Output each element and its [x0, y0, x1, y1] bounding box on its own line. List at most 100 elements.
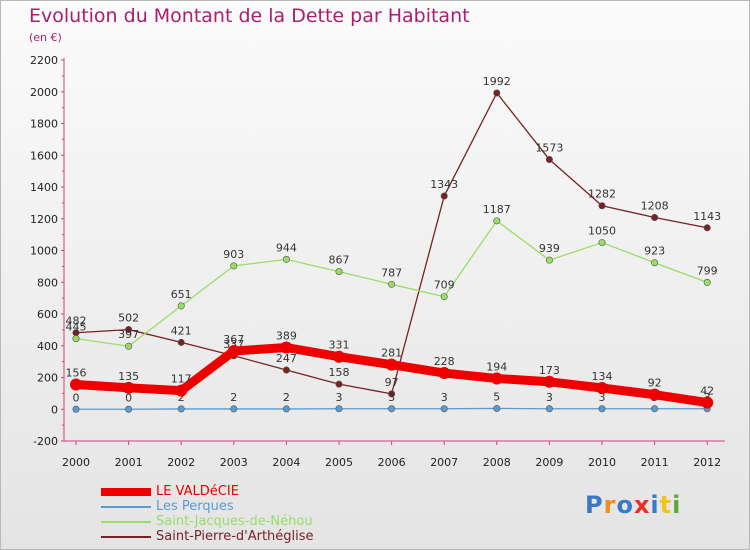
data-point	[493, 89, 501, 97]
logo-letter: r	[603, 491, 617, 519]
data-label: 1282	[588, 188, 616, 201]
data-point	[125, 342, 133, 350]
data-point	[122, 381, 135, 394]
x-tick-label: 2012	[693, 456, 721, 469]
data-label: 1992	[483, 75, 511, 88]
data-label: 1208	[641, 199, 669, 212]
logo-letter: i	[650, 491, 660, 519]
data-label: 117	[171, 373, 192, 386]
y-tick-label: 0	[51, 403, 58, 416]
y-tick-label: 1200	[30, 213, 58, 226]
data-point	[280, 341, 293, 354]
x-tick-label: 2002	[167, 456, 195, 469]
data-point	[440, 293, 448, 301]
legend-swatch	[101, 521, 151, 523]
data-point	[177, 338, 185, 346]
y-tick-label: 1000	[30, 245, 58, 258]
data-label: 2	[283, 391, 290, 404]
x-tick-label: 2009	[535, 456, 563, 469]
y-tick-label: 2000	[30, 86, 58, 99]
data-point	[703, 224, 711, 232]
data-point	[701, 396, 714, 409]
y-tick-label: 600	[37, 308, 58, 321]
data-label: 3	[546, 391, 553, 404]
data-point	[227, 344, 240, 357]
data-point	[651, 405, 659, 413]
data-point	[440, 405, 448, 413]
y-tick-label: 2200	[30, 54, 58, 67]
legend-label: Saint-Pierre-d'Arthéglise	[156, 529, 314, 544]
data-label: 923	[644, 245, 665, 258]
x-tick-label: 2001	[115, 456, 143, 469]
data-label: 445	[66, 321, 87, 334]
data-label: 367	[223, 333, 244, 346]
data-point	[598, 405, 606, 413]
data-label: 903	[223, 248, 244, 261]
data-point	[388, 405, 396, 413]
logo-letter: t	[659, 491, 673, 519]
data-label: 97	[385, 376, 399, 389]
data-point	[651, 213, 659, 221]
data-label: 1187	[483, 203, 511, 216]
x-tick-label: 2000	[62, 456, 90, 469]
data-point	[70, 378, 82, 391]
y-tick-label: 400	[37, 340, 58, 353]
data-point	[598, 202, 606, 210]
logo-letter: x	[633, 491, 651, 519]
data-point	[493, 404, 501, 412]
x-tick-label: 2004	[272, 456, 300, 469]
data-label: 0	[125, 391, 132, 404]
data-point	[651, 259, 659, 267]
y-tick-label: 1600	[30, 149, 58, 162]
x-tick-label: 2006	[378, 456, 406, 469]
x-tick-label: 2008	[483, 456, 511, 469]
data-label: 799	[697, 264, 718, 277]
data-label: 134	[592, 370, 613, 383]
proxiti-logo[interactable]: Proxiti	[585, 491, 681, 519]
logo-letter: P	[585, 491, 604, 519]
data-point	[282, 255, 290, 263]
data-label: 247	[276, 352, 297, 365]
chart-title: Evolution du Montant de la Dette par Hab…	[29, 5, 470, 27]
data-label: 194	[486, 360, 507, 373]
data-label: 3	[599, 391, 606, 404]
data-label: 944	[276, 241, 297, 254]
data-point	[175, 384, 188, 397]
data-label: 939	[539, 242, 560, 255]
data-label: 0	[73, 391, 80, 404]
data-point	[545, 256, 553, 264]
data-label: 1343	[430, 178, 458, 191]
logo-letter: i	[672, 491, 682, 519]
y-tick-label: 1800	[30, 118, 58, 131]
data-label: 502	[118, 312, 139, 325]
data-point	[177, 302, 185, 310]
x-tick-label: 2007	[430, 456, 458, 469]
data-label: 1143	[693, 210, 721, 223]
data-label: 158	[329, 366, 350, 379]
data-point	[72, 405, 80, 413]
data-point	[177, 405, 185, 413]
data-point	[72, 335, 80, 343]
data-point	[648, 388, 661, 401]
data-point	[545, 156, 553, 164]
data-point	[388, 390, 396, 398]
data-point	[490, 372, 503, 385]
data-point	[543, 375, 556, 388]
data-label: 5	[493, 390, 500, 403]
data-point	[125, 405, 133, 413]
data-label: 3	[441, 391, 448, 404]
data-label: 228	[434, 355, 455, 368]
data-label: 3	[336, 391, 343, 404]
data-point	[230, 262, 238, 270]
data-point	[335, 380, 343, 388]
data-label: 651	[171, 288, 192, 301]
data-point	[282, 366, 290, 374]
data-point	[333, 350, 345, 363]
data-label: 156	[66, 366, 87, 379]
y-tick-label: 1400	[30, 181, 58, 194]
logo-letter: o	[616, 491, 634, 519]
y-tick-label: 800	[37, 276, 58, 289]
y-tick-label: -200	[33, 435, 58, 448]
data-label: 421	[171, 324, 192, 337]
